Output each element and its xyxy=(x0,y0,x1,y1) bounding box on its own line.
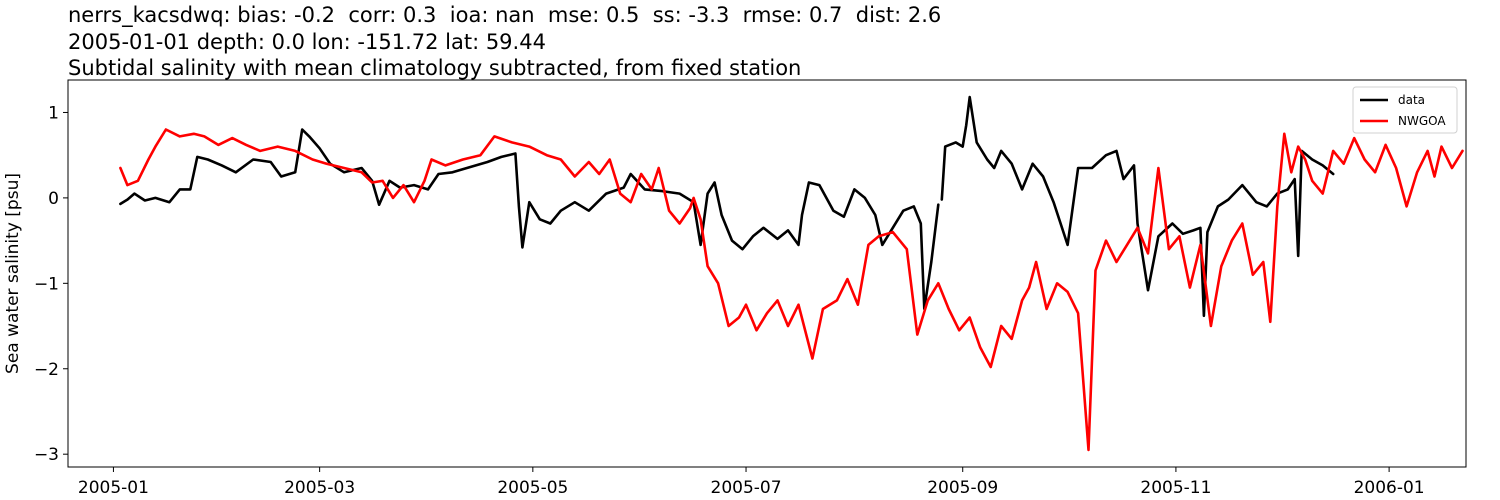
chart-title-line-1: nerrs_kacsdwq: bias: -0.2 corr: 0.3 ioa:… xyxy=(68,3,942,27)
series-line-data-segment-1 xyxy=(119,128,940,311)
chart-title-line-3: Subtidal salinity with mean climatology … xyxy=(68,56,802,80)
x-tick-label: 2005-07 xyxy=(711,478,782,498)
plot-area-frame xyxy=(67,79,1467,468)
x-tick-label: 2006-01 xyxy=(1354,478,1425,498)
y-tick-label: 1 xyxy=(48,103,59,123)
y-tick-label: −3 xyxy=(34,445,59,465)
x-tick-label: 2005-05 xyxy=(497,478,568,498)
legend-label-nwgoa: NWGOA xyxy=(1398,114,1446,128)
y-tick-label: −1 xyxy=(34,274,59,294)
y-axis: 1 0 −1 −2 −3 xyxy=(34,103,68,465)
y-tick-label: 0 xyxy=(48,189,59,209)
legend-label-data: data xyxy=(1398,93,1425,107)
chart-title-line-2: 2005-01-01 depth: 0.0 lon: -151.72 lat: … xyxy=(68,30,546,54)
x-tick-label: 2005-03 xyxy=(284,478,355,498)
series-layer xyxy=(119,95,1464,452)
y-tick-label: −2 xyxy=(34,360,59,380)
x-tick-label: 2005-09 xyxy=(927,478,998,498)
y-axis-label: Sea water salinity [psu] xyxy=(3,173,23,374)
x-axis: 2005-01 2005-03 2005-05 2005-07 2005-09 2005-… xyxy=(78,467,1425,498)
x-tick-label: 2005-01 xyxy=(78,478,149,498)
series-line-nwgoa-segment-1 xyxy=(119,128,1464,452)
series-line-data-segment-2 xyxy=(940,95,1335,318)
x-tick-label: 2005-11 xyxy=(1140,478,1211,498)
legend: data NWGOA xyxy=(1352,86,1458,134)
